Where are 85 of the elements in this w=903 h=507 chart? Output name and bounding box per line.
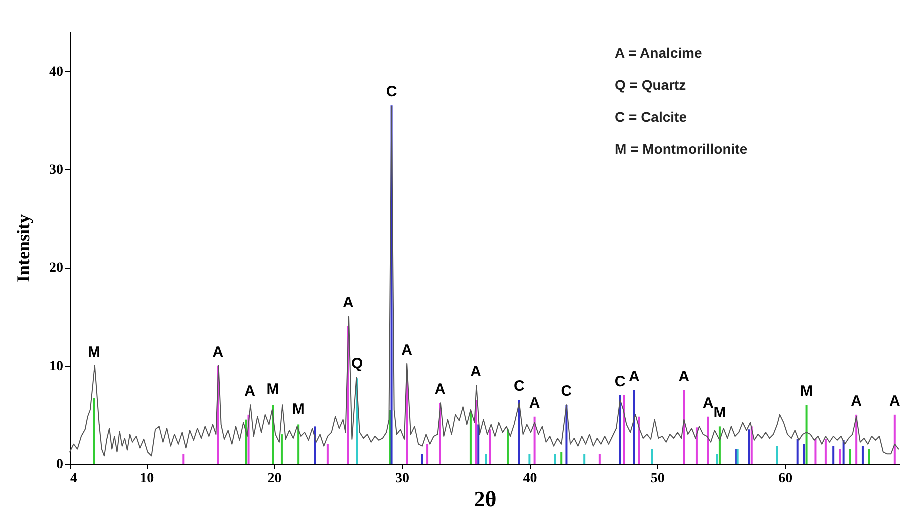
annotation: C — [561, 383, 572, 400]
x-axis-title: 2θ — [474, 486, 497, 507]
bar — [485, 454, 488, 464]
annotation: A — [212, 344, 224, 361]
annotation: C — [514, 378, 526, 396]
bar — [776, 446, 778, 464]
annotation: A — [851, 392, 862, 410]
y-tick-label: 30 — [50, 162, 64, 178]
bar — [554, 454, 556, 464]
bar — [598, 454, 601, 464]
bar — [478, 424, 480, 464]
bar — [506, 430, 509, 464]
bar — [470, 412, 472, 464]
bar — [619, 395, 622, 464]
bar — [426, 444, 429, 464]
y-axis-title: Intensity — [14, 214, 34, 283]
annotation: A — [402, 342, 413, 359]
y-tick-label: 10 — [50, 359, 64, 374]
annotation: C = Calcite — [615, 109, 688, 125]
x-tick-label: 50 — [650, 472, 665, 486]
bar — [862, 446, 864, 464]
bar — [638, 416, 641, 464]
bar — [806, 405, 808, 464]
bar — [796, 439, 799, 464]
annotation: C — [614, 373, 626, 390]
annotation: A — [470, 363, 482, 380]
annotation: A — [342, 294, 354, 312]
bar — [326, 444, 329, 464]
y-tick-label: 40 — [50, 64, 64, 80]
annotation: M — [266, 381, 280, 398]
bar — [748, 430, 750, 464]
bar — [683, 390, 686, 464]
y-tick-label: 0 — [56, 458, 64, 472]
bar — [718, 426, 721, 464]
x-tick-label: 60 — [778, 472, 793, 486]
bar — [93, 398, 96, 464]
bar — [849, 449, 852, 464]
x-tick-label: 4 — [70, 472, 78, 486]
bar — [651, 449, 654, 464]
bar — [560, 452, 563, 464]
bar — [696, 428, 698, 464]
annotation: M — [88, 344, 101, 361]
annotation: Q = Quartz — [615, 77, 686, 93]
annotation: M — [714, 404, 726, 422]
annotation: Q — [351, 356, 364, 373]
bar — [838, 449, 841, 464]
line-series — [70, 106, 900, 457]
y-tick-label: 20 — [50, 261, 64, 276]
bar — [528, 454, 531, 464]
annotation: A — [434, 381, 446, 398]
annotation: M — [800, 383, 814, 400]
annotation: M — [292, 400, 305, 418]
x-tick-label: 20 — [268, 472, 282, 486]
bar — [534, 416, 536, 464]
bar — [518, 400, 520, 464]
x-tick-label: 30 — [396, 472, 410, 486]
annotation: M = Montmorillonite — [615, 141, 748, 157]
bar — [716, 454, 718, 464]
annotation: A — [703, 394, 714, 412]
bar — [894, 414, 896, 464]
annotation: C — [386, 84, 398, 101]
annotation: A — [628, 368, 640, 386]
bar — [842, 440, 845, 464]
annotation: A — [678, 368, 690, 386]
bar — [298, 424, 300, 464]
bar — [832, 446, 835, 464]
bar — [280, 434, 283, 464]
bar — [245, 420, 248, 464]
bar — [814, 439, 817, 464]
annotation: A — [529, 394, 540, 412]
bar — [707, 416, 710, 464]
annotation: A = Analcime — [615, 45, 702, 61]
bar — [824, 439, 827, 464]
bar — [489, 430, 492, 464]
bar — [584, 454, 586, 464]
x-tick-label: 40 — [523, 472, 538, 486]
annotation: A — [244, 383, 256, 400]
bar — [182, 454, 185, 464]
bar — [623, 395, 626, 464]
bar — [868, 449, 870, 464]
bar — [633, 390, 636, 464]
bar — [421, 454, 424, 464]
bar — [803, 444, 806, 464]
annotation: A — [889, 392, 900, 410]
x-tick-label: 10 — [140, 472, 154, 486]
